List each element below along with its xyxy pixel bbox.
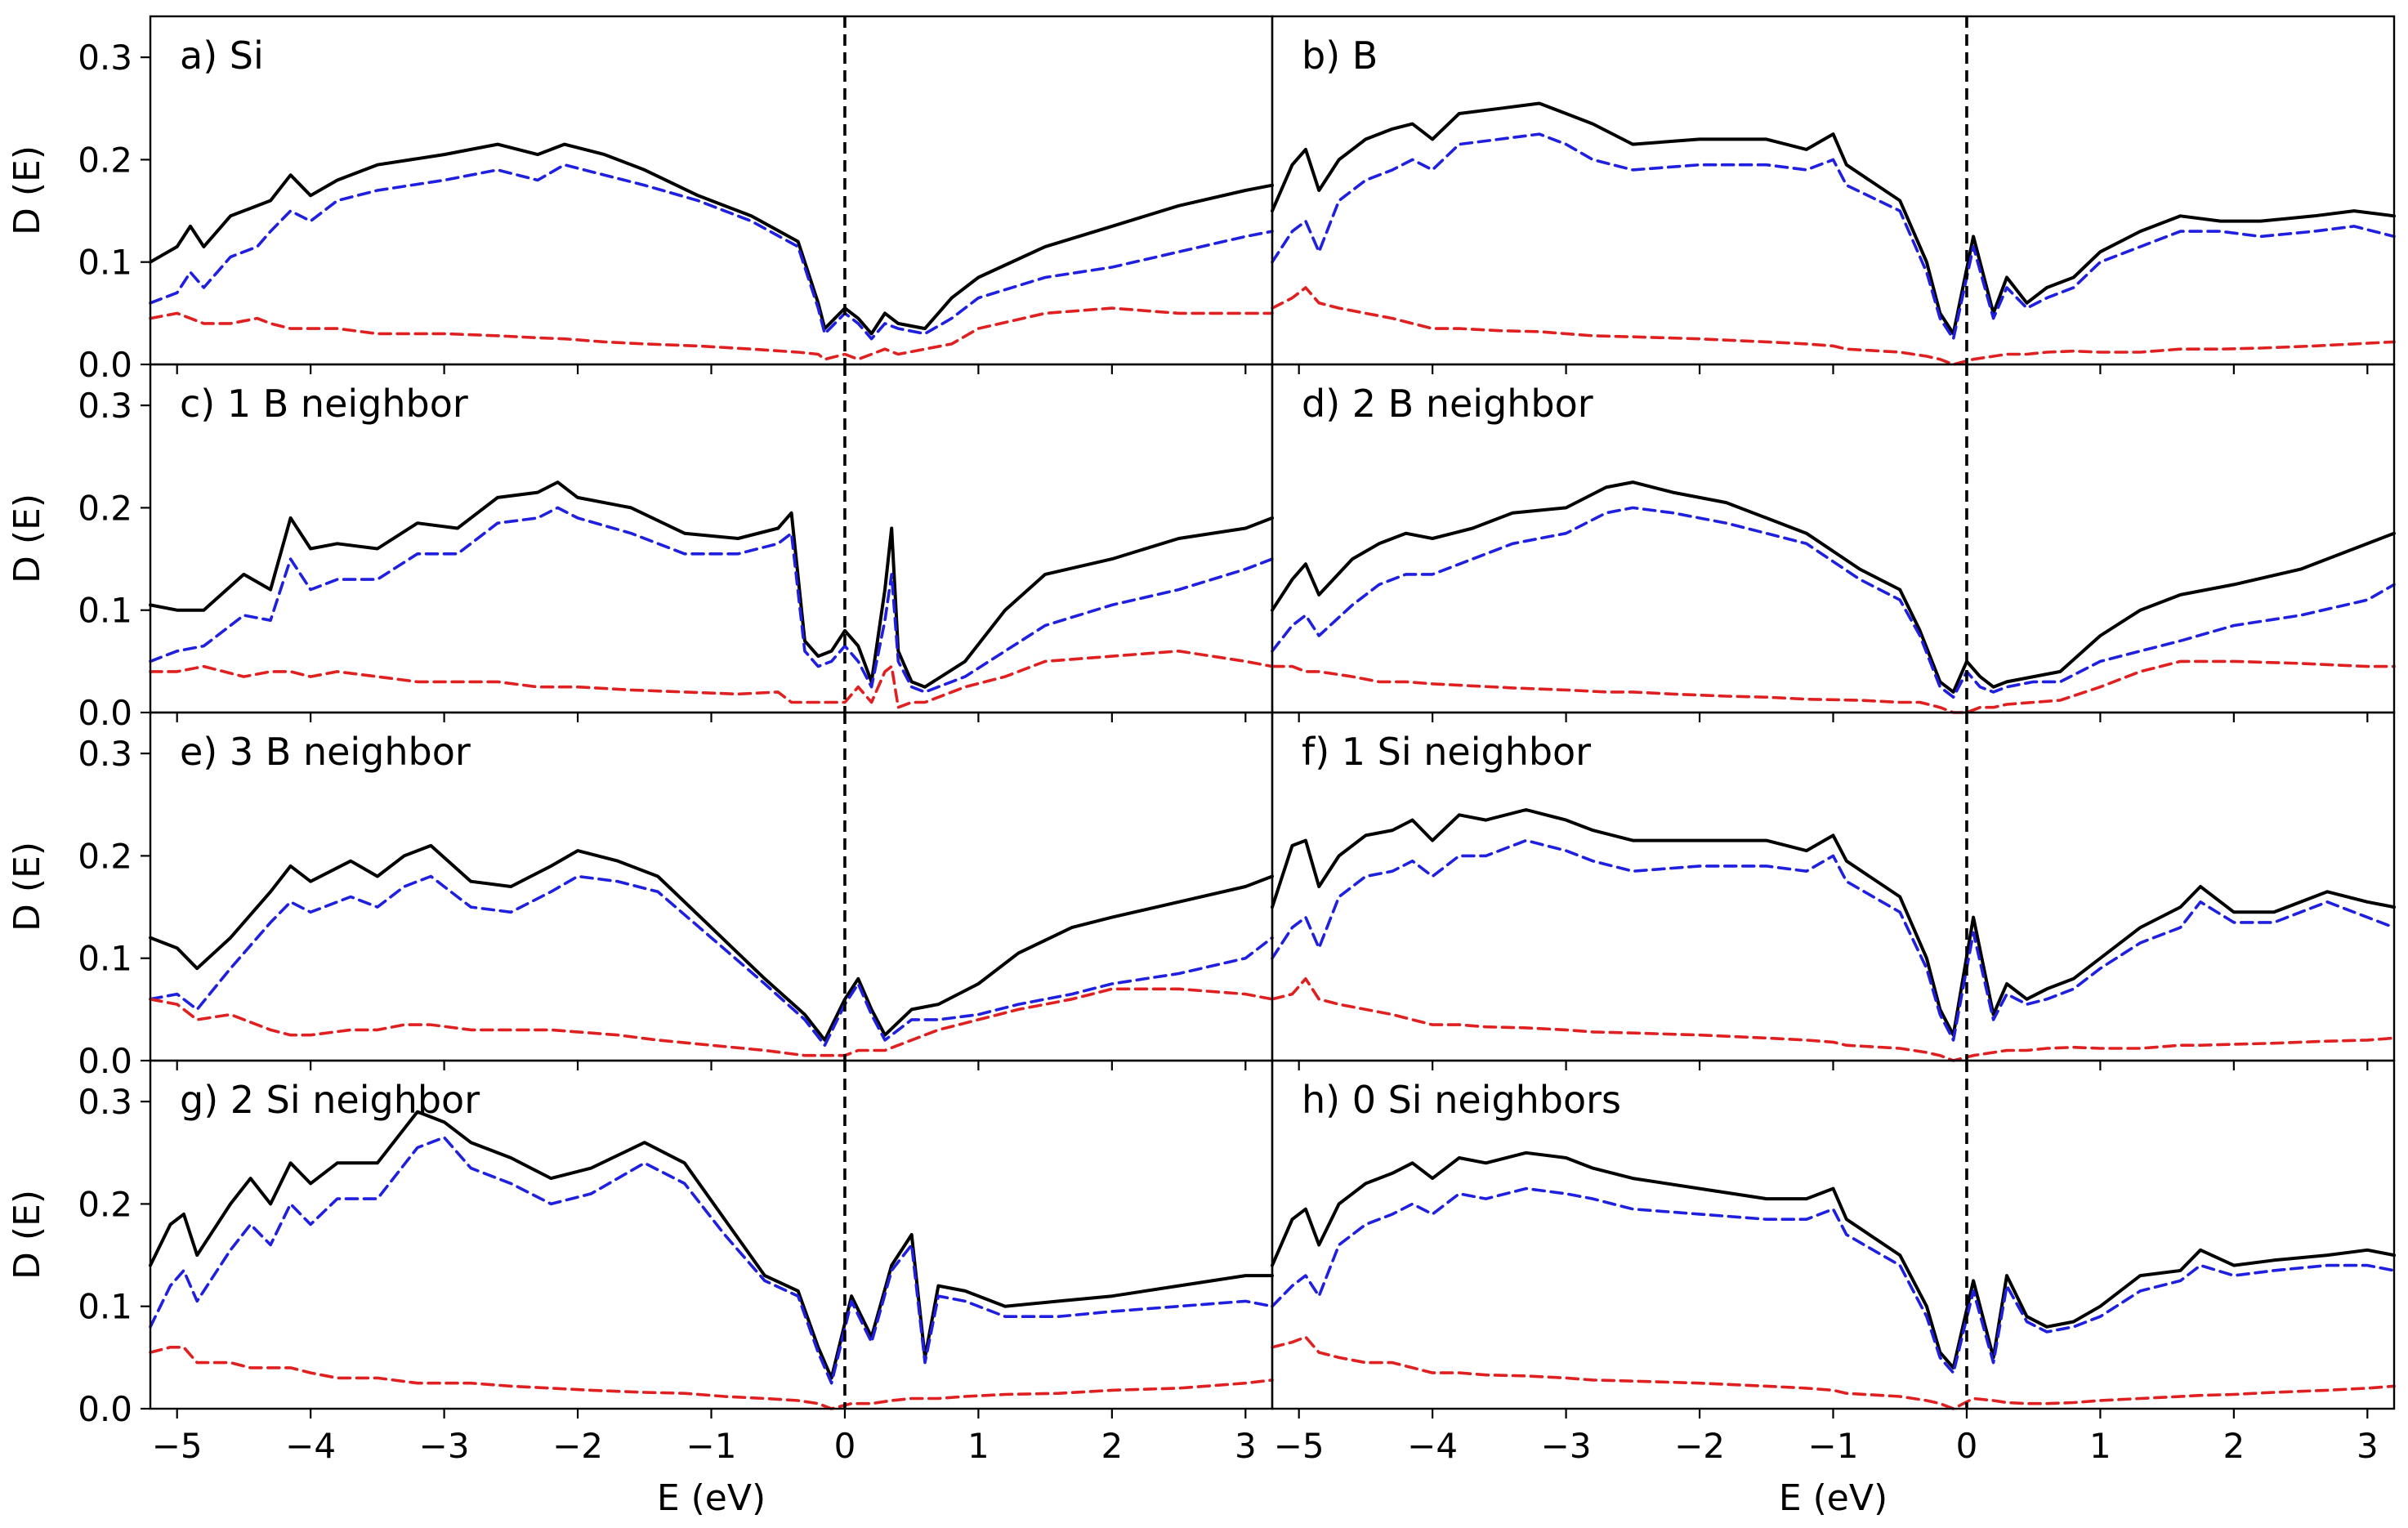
panel-7: g) 2 Si neighbor 0.0 0.1 0.2 0.3 D (E) −5 −4 −3 −… <box>7 1059 1274 1519</box>
series-line-s1 <box>1271 808 2396 1037</box>
x-tick-label: 1 <box>967 1426 990 1466</box>
series-line-s3 <box>149 306 1274 361</box>
panel-title: b) B <box>1302 34 1378 78</box>
panel-1: a) Si 0.0 0.1 0.2 0.3 D (E) <box>7 15 1274 385</box>
panel-title: g) 2 Si neighbor <box>180 1078 480 1122</box>
series-line-s3 <box>1271 659 2396 714</box>
y-tick-label: 0.2 <box>78 140 132 180</box>
panel-3: c) 1 B neighbor 0.0 0.1 0.2 0.3 D (E) <box>7 363 1274 733</box>
series-line-s2 <box>149 506 1274 694</box>
series-line-s1 <box>149 142 1274 336</box>
y-axis-title: D (E) <box>7 494 48 583</box>
y-axis-title: D (E) <box>7 1190 48 1280</box>
series-line-s1 <box>149 843 1274 1042</box>
panel-5: e) 3 B neighbor 0.0 0.1 0.2 0.3 D (E) <box>7 711 1274 1081</box>
x-tick-label: −5 <box>152 1426 203 1466</box>
y-tick-label: 0.2 <box>78 1184 132 1224</box>
x-axis-title: E (eV) <box>1779 1477 1888 1519</box>
series-line-s3 <box>149 1346 1274 1410</box>
y-tick-label: 0.2 <box>78 836 132 876</box>
series-line-s1 <box>1271 1150 2396 1369</box>
x-tick-label: 0 <box>1956 1426 1978 1466</box>
x-tick-label: −3 <box>419 1426 470 1466</box>
y-axis-title: D (E) <box>7 145 48 235</box>
panel-title: h) 0 Si neighbors <box>1302 1078 1621 1122</box>
panel-title: d) 2 B neighbor <box>1302 382 1593 426</box>
series-line-s2 <box>1271 132 2396 341</box>
y-tick-label: 0.3 <box>78 734 132 774</box>
panel-title: f) 1 Si neighbor <box>1302 730 1591 774</box>
series-line-s3 <box>149 650 1274 709</box>
x-tick-label: −5 <box>1274 1426 1325 1466</box>
y-tick-label: 0.3 <box>78 38 132 78</box>
series-line-s2 <box>1271 838 2396 1042</box>
panel-2: b) B <box>1271 15 2396 374</box>
series-line-s1 <box>149 480 1274 689</box>
x-tick-label: 2 <box>1101 1426 1123 1466</box>
x-axis-title: E (eV) <box>657 1477 766 1519</box>
x-tick-label: −4 <box>285 1426 336 1466</box>
x-tick-label: 1 <box>2089 1426 2111 1466</box>
y-tick-label: 0.1 <box>78 939 132 979</box>
y-tick-label: 0.0 <box>78 1389 132 1429</box>
panel-title: a) Si <box>180 34 264 78</box>
y-tick-label: 0.1 <box>78 591 132 631</box>
series-line-s3 <box>1271 1335 2396 1410</box>
y-tick-label: 0.0 <box>78 1041 132 1081</box>
panel-6: f) 1 Si neighbor <box>1271 711 2396 1070</box>
series-line-s3 <box>149 987 1274 1057</box>
y-tick-label: 0.1 <box>78 1287 132 1327</box>
series-line-s3 <box>1271 286 2396 366</box>
x-tick-label: −1 <box>686 1426 737 1466</box>
series-line-s2 <box>1271 506 2396 699</box>
x-tick-label: −1 <box>1808 1426 1859 1466</box>
y-tick-label: 0.2 <box>78 488 132 528</box>
series-line-s1 <box>1271 101 2396 336</box>
x-tick-label: 2 <box>2223 1426 2245 1466</box>
y-tick-label: 0.3 <box>78 1082 132 1122</box>
series-line-s1 <box>1271 480 2396 694</box>
x-tick-label: −3 <box>1541 1426 1592 1466</box>
y-tick-label: 0.0 <box>78 345 132 385</box>
panel-title: e) 3 B neighbor <box>180 730 471 774</box>
x-tick-label: 0 <box>834 1426 856 1466</box>
y-tick-label: 0.0 <box>78 693 132 733</box>
x-tick-label: −4 <box>1407 1426 1458 1466</box>
panel-8: h) 0 Si neighbors −5 −4 −3 −2 −1 0 1 2 3 E (eV) <box>1271 1059 2396 1519</box>
series-line-s2 <box>1271 1186 2396 1374</box>
series-line-s1 <box>149 1110 1274 1380</box>
series-line-s2 <box>149 163 1274 341</box>
x-tick-label: −2 <box>1674 1426 1725 1466</box>
x-tick-label: 3 <box>1235 1426 1257 1466</box>
panel-4: d) 2 B neighbor <box>1271 363 2396 722</box>
x-tick-label: 3 <box>2357 1426 2379 1466</box>
series-line-s2 <box>149 1136 1274 1385</box>
panel-frame <box>1271 15 2396 366</box>
series-line-s2 <box>149 874 1274 1047</box>
y-axis-title: D (E) <box>7 842 48 932</box>
panel-title: c) 1 B neighbor <box>180 382 468 426</box>
y-tick-label: 0.3 <box>78 386 132 426</box>
y-tick-label: 0.1 <box>78 243 132 283</box>
x-tick-label: −2 <box>552 1426 603 1466</box>
series-line-s3 <box>1271 977 2396 1062</box>
